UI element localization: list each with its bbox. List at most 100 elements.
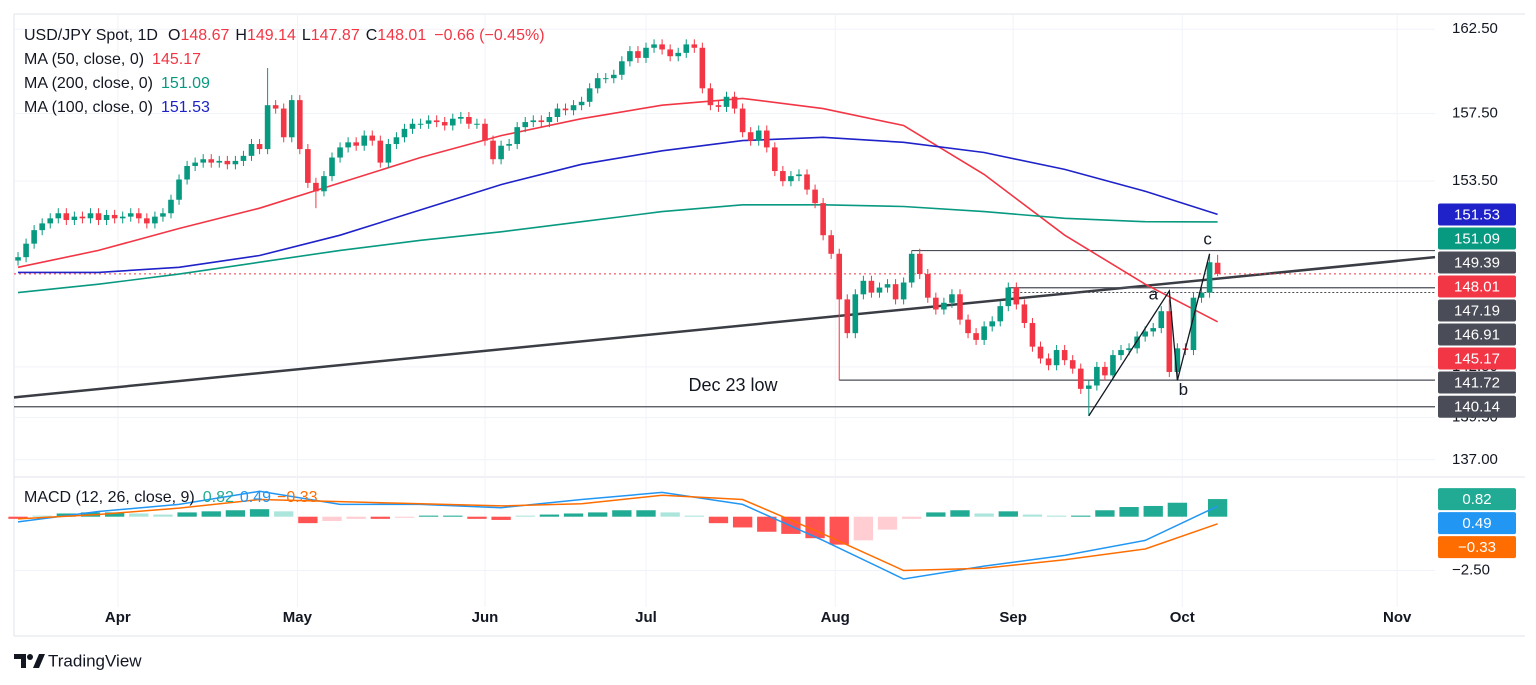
price-badge	[1438, 488, 1516, 511]
candle-body	[578, 101, 585, 106]
histogram-bar	[298, 516, 318, 524]
histogram-bar	[1143, 505, 1163, 517]
price-badge	[1438, 299, 1516, 322]
macd-value: 0.82	[203, 489, 234, 506]
candle-body	[160, 213, 166, 217]
candle-body	[433, 120, 440, 123]
candle-body	[1174, 348, 1181, 372]
histogram-bar	[225, 510, 246, 517]
x-tick-label: Sep	[999, 609, 1027, 626]
price-badge-label: 151.53	[1454, 206, 1500, 223]
histogram-bar	[249, 509, 270, 517]
candle-body	[820, 203, 826, 236]
candle-body	[1142, 331, 1148, 337]
candle-body	[868, 280, 875, 293]
candle-body	[482, 123, 488, 141]
candle-body	[1166, 311, 1173, 372]
candle-body	[31, 230, 37, 244]
candle-body	[538, 120, 545, 123]
candle-body	[812, 189, 818, 204]
candle-body	[401, 128, 408, 138]
candle-body	[715, 105, 722, 107]
candle-body	[168, 199, 174, 214]
candle-body	[345, 142, 351, 148]
histogram-bar	[732, 516, 753, 528]
candle-body	[55, 213, 62, 219]
candle-body	[498, 145, 504, 160]
candle-body	[297, 100, 303, 150]
candle-body	[619, 61, 625, 75]
price-badge-label: 145.17	[1454, 350, 1500, 367]
header: USD/JPY Spot, 1D O148.67 H149.14 L147.87 C14…	[24, 27, 545, 44]
candle-body	[1094, 366, 1100, 386]
histogram-bar	[394, 516, 415, 518]
candle-body	[860, 280, 867, 295]
candle-body	[900, 282, 907, 300]
wave-line	[1088, 253, 1211, 417]
candle-body	[1190, 297, 1197, 351]
candle-body	[449, 118, 456, 126]
ohlc-letter: C	[366, 27, 378, 44]
y-tick-label: 137.00	[1452, 451, 1498, 468]
histogram-bar	[926, 512, 946, 517]
histogram-bar	[491, 516, 511, 520]
candle-body	[941, 302, 947, 310]
ohlc-letter: H	[235, 27, 247, 44]
candle-body	[546, 117, 553, 123]
histogram-bar	[346, 516, 366, 519]
x-tick-label: Aug	[821, 609, 850, 626]
candle-body	[176, 179, 182, 200]
candle-body	[836, 253, 843, 300]
histogram-bar	[539, 514, 560, 517]
candle-body	[103, 214, 110, 221]
candle-body	[667, 49, 673, 57]
price-badge-label: 151.09	[1454, 230, 1500, 247]
candle-body	[409, 123, 416, 129]
x-tick-label: Apr	[105, 609, 131, 626]
histogram-bar	[177, 512, 197, 517]
y-tick-label: 162.50	[1452, 20, 1498, 37]
histogram-bar	[660, 512, 680, 517]
candle-body	[192, 162, 198, 166]
price-badge	[1438, 347, 1516, 370]
histogram-bar	[515, 515, 535, 517]
price-badge	[1438, 275, 1516, 298]
candle-body	[796, 174, 802, 177]
ma-line	[17, 97, 1218, 323]
candle-body	[957, 294, 963, 320]
x-tick-label: May	[283, 609, 313, 626]
candle-body	[353, 142, 359, 146]
candle-body	[627, 51, 633, 62]
candle-body	[1150, 328, 1157, 332]
candle-body	[989, 321, 995, 327]
histogram-bar	[950, 510, 970, 517]
candle-body	[71, 216, 78, 221]
ma-value: 145.17	[152, 51, 201, 68]
logo-part	[14, 654, 26, 668]
wave-label: b	[1179, 380, 1188, 399]
price-badge-label: −0.33	[1458, 539, 1496, 556]
candle-body	[651, 44, 657, 48]
ma-name: MA (200, close, 0)	[24, 75, 153, 92]
candle-body	[441, 122, 448, 126]
candle-body	[844, 299, 851, 334]
candle-body	[699, 47, 706, 89]
price-badge-label: 149.39	[1454, 254, 1500, 271]
candle-body	[200, 159, 206, 163]
candle-body	[554, 108, 561, 118]
histogram-bar	[708, 516, 729, 524]
candle-body	[15, 257, 21, 261]
histogram-bar	[370, 516, 390, 519]
candle-body	[1069, 360, 1076, 369]
candle-body	[1021, 304, 1028, 324]
macd-value: 0.49	[240, 489, 271, 506]
chart-title: USD/JPY Spot, 1D	[24, 27, 158, 44]
candle-body	[1061, 350, 1068, 361]
histogram-bar	[853, 516, 874, 541]
candle-body	[224, 160, 231, 165]
candle-body	[659, 44, 665, 50]
histogram-bar	[684, 515, 704, 517]
candle-body	[755, 130, 762, 141]
macd-line	[17, 490, 1218, 580]
